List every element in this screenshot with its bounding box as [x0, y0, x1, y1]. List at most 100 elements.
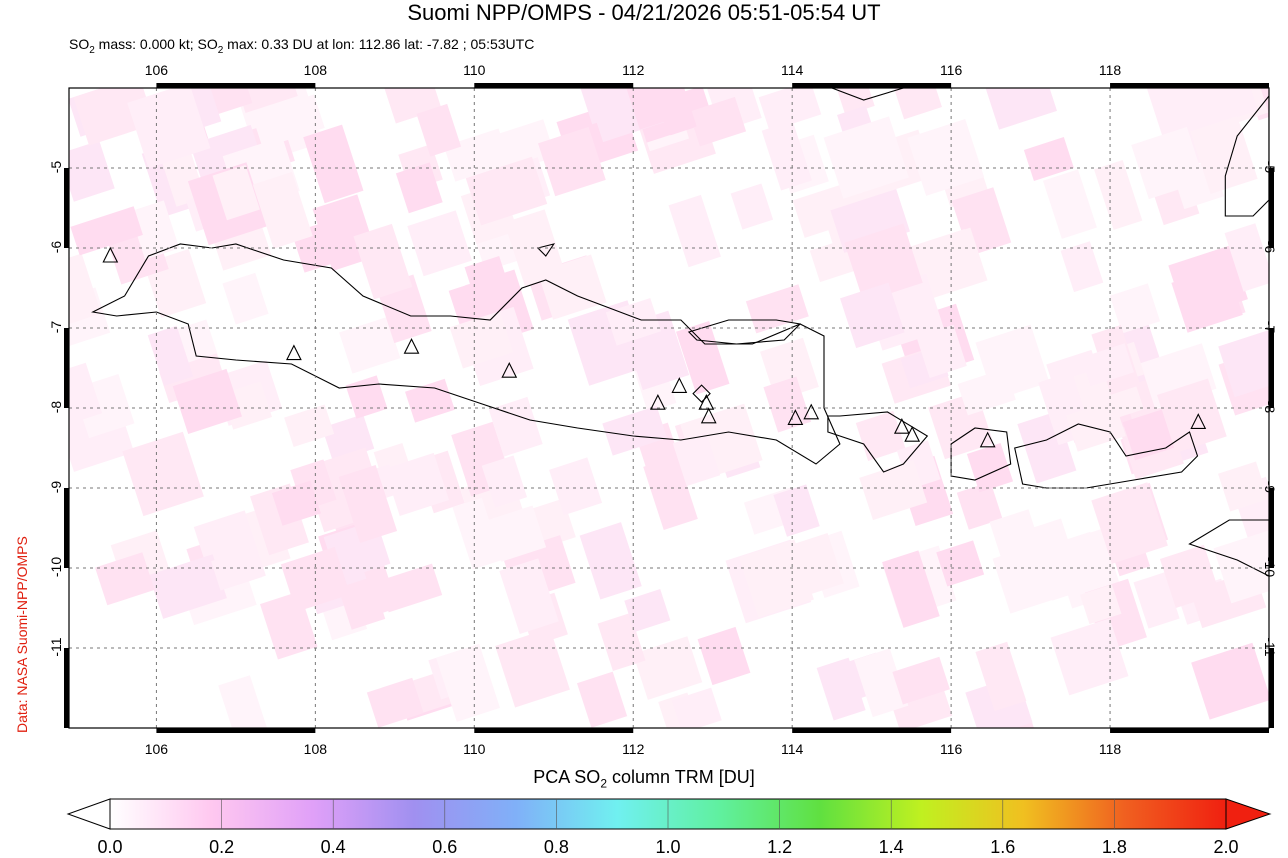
map-frame-scale-bar [64, 83, 1274, 733]
so2-pixel [338, 577, 386, 630]
so2-pixel [465, 156, 548, 226]
so2-pixel [1000, 527, 1048, 591]
frame-segment [474, 83, 634, 88]
x-tick-label-bottom: 118 [1098, 741, 1122, 757]
frame-segment [156, 728, 316, 733]
colorbar-tick-label: 0.6 [432, 837, 458, 857]
colorbar-tick-label: 0.2 [209, 837, 235, 857]
colorbar-high-arrow [1225, 798, 1272, 830]
so2-pixel [1065, 399, 1126, 452]
so2-pixel [823, 116, 909, 199]
so2-pixel [1157, 378, 1227, 453]
so2-pixel [284, 404, 335, 447]
so2-pixel [69, 253, 102, 327]
so2-pixel [339, 316, 401, 374]
coastline [1014, 423, 1199, 489]
frame-segment [156, 83, 316, 88]
colorbar-label-post: column TRM [DU] [607, 767, 755, 787]
frame-segment [792, 83, 952, 88]
so2-pixel [147, 325, 194, 386]
so2-pixel [538, 126, 606, 197]
so2-pixel [1060, 241, 1104, 293]
so2-pixel [854, 648, 909, 718]
so2-pixel [1050, 618, 1129, 696]
so2-pixel [893, 88, 942, 120]
so2-pixel [127, 88, 211, 169]
y-tick-label-right: -7 [1262, 320, 1278, 334]
so2-pixel [1042, 169, 1097, 239]
frame-segment [64, 648, 69, 728]
so2-pixel [956, 481, 1003, 530]
volcano-marker [904, 425, 921, 442]
coastline [687, 319, 802, 345]
frame-segment [64, 168, 69, 248]
colorbar-tick-label: 1.0 [655, 837, 681, 857]
y-tick-label-left: -6 [48, 240, 64, 254]
colorbar-label-sub: 2 [600, 776, 607, 791]
so2-pixel [761, 120, 813, 191]
so2-pixel [1079, 584, 1122, 625]
so2-pixel [745, 284, 809, 334]
so2-pixel [1218, 325, 1269, 398]
so2-pixel [251, 94, 325, 149]
so2-pixel [537, 254, 607, 320]
so2-pixel [69, 362, 103, 428]
so2-pixel [840, 282, 905, 349]
so2-pixel [218, 675, 270, 728]
colorbar [66, 798, 1272, 830]
so2-pixel [1190, 116, 1258, 195]
volcano-marker [787, 409, 804, 425]
y-tick-label-right: -11 [1262, 637, 1278, 657]
coastline [1224, 95, 1269, 217]
so2-pixel [579, 522, 642, 600]
so2-pixel [129, 200, 180, 260]
x-tick-label-bottom: 108 [303, 741, 328, 757]
so2-pixel [452, 497, 503, 570]
so2-pixel [643, 455, 698, 530]
so2-pixel [773, 484, 820, 537]
frame-segment [1110, 728, 1269, 733]
so2-pixel [1197, 88, 1258, 125]
colorbar-tick-label: 0.8 [543, 837, 569, 857]
so2-pixel [1171, 264, 1243, 333]
coastline [536, 243, 556, 257]
y-tick-label-left: -8 [48, 400, 64, 414]
so2-pixel [833, 88, 875, 116]
so2-pixel [957, 368, 1016, 416]
coastline [91, 243, 841, 465]
y-tick-label-right: -6 [1262, 240, 1278, 254]
volcano-marker [501, 361, 518, 378]
x-tick-label-top: 112 [622, 62, 645, 78]
x-tick-label-bottom: 110 [463, 741, 486, 757]
so2-pixel [859, 460, 928, 521]
so2-pixel [671, 687, 722, 728]
so2-pixel [549, 457, 603, 516]
so2-pixel [407, 210, 473, 277]
so2-pixel [366, 677, 424, 728]
so2-pixel [936, 540, 985, 587]
y-tick-label-right: -5 [1262, 160, 1278, 174]
so2-pixel [384, 452, 450, 516]
so2-pixel [212, 164, 260, 221]
y-tick-label-left: -7 [48, 320, 64, 334]
x-tick-label-top: 106 [144, 62, 169, 78]
colorbar-low-arrow [66, 798, 111, 830]
volcano-marker [979, 431, 996, 448]
y-tick-label-left: -10 [48, 556, 64, 578]
so2-pixel [975, 641, 1027, 712]
so2-pixel [69, 140, 115, 202]
colorbar-tick-label: 2.0 [1213, 837, 1239, 857]
so2-pixel [252, 171, 313, 249]
so2-pixel [222, 272, 269, 325]
volcano-marker [803, 403, 820, 420]
frame-segment [1110, 83, 1269, 88]
so2-pixel [148, 554, 227, 619]
so2-pixel [1218, 461, 1269, 512]
colorbar-label: PCA SO2 column TRM [DU] [0, 767, 1288, 791]
y-tick-label-right: -10 [1262, 556, 1278, 578]
so2-pixel [70, 206, 143, 256]
so2-pixel [495, 628, 570, 708]
coastline-layer [91, 88, 1269, 577]
x-tick-label-top: 116 [939, 62, 963, 78]
x-tick-label-bottom: 106 [144, 741, 169, 757]
